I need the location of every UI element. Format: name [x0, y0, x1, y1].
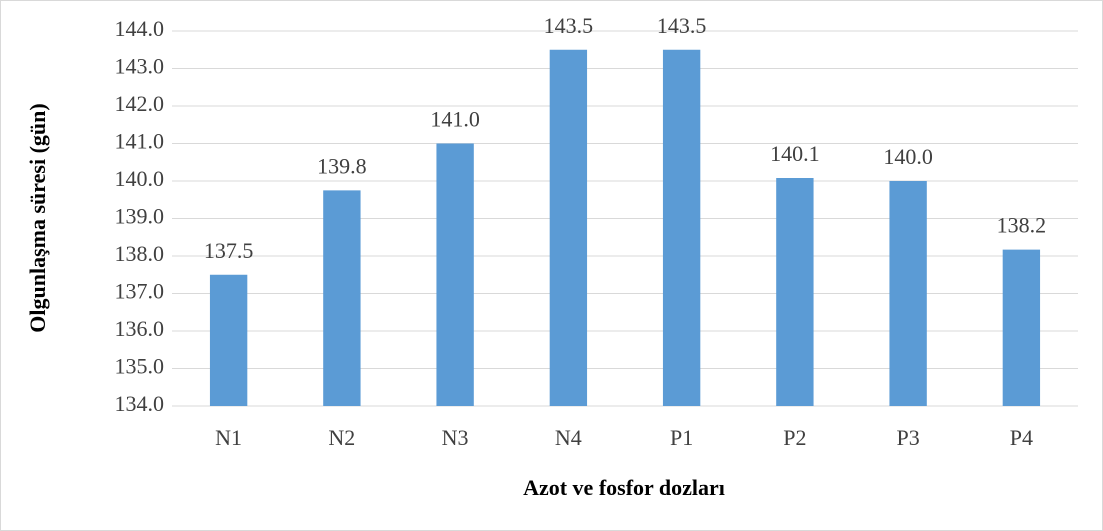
x-tick-label: P3 — [897, 425, 920, 450]
y-tick-label: 141.0 — [115, 129, 165, 154]
x-tick-label: N4 — [555, 425, 582, 450]
y-tick-label: 144.0 — [115, 16, 165, 41]
bar — [323, 190, 361, 406]
bar — [1002, 249, 1041, 406]
data-label: 141.0 — [430, 107, 480, 132]
data-label: 139.8 — [317, 153, 367, 178]
bar — [549, 49, 588, 406]
data-label: 138.2 — [997, 213, 1047, 238]
data-label: 140.1 — [770, 141, 820, 166]
y-tick-label: 142.0 — [115, 91, 165, 116]
bar — [662, 49, 701, 406]
data-label: 143.5 — [544, 13, 594, 38]
y-tick-label: 139.0 — [115, 204, 165, 229]
data-label: 140.0 — [883, 144, 933, 169]
y-axis-title: Olgunlaşma süresi (gün) — [25, 103, 50, 332]
data-label: 143.5 — [657, 13, 707, 38]
x-tick-label: P1 — [670, 425, 693, 450]
y-tick-label: 137.0 — [115, 279, 165, 304]
bar — [436, 143, 474, 406]
y-tick-label: 136.0 — [115, 316, 165, 341]
y-tick-label: 143.0 — [115, 54, 165, 79]
bar — [776, 178, 814, 406]
bar — [889, 181, 927, 406]
x-tick-label: P2 — [783, 425, 806, 450]
x-tick-label: N3 — [442, 425, 469, 450]
y-tick-label: 138.0 — [115, 241, 165, 266]
bar — [209, 274, 248, 406]
x-tick-label: N2 — [328, 425, 355, 450]
x-tick-label: P4 — [1010, 425, 1033, 450]
data-label: 137.5 — [204, 238, 254, 263]
y-tick-label: 135.0 — [115, 354, 165, 379]
x-tick-label: N1 — [215, 425, 242, 450]
y-tick-label: 140.0 — [115, 166, 165, 191]
x-axis-title: Azot ve fosfor dozları — [523, 475, 725, 500]
y-tick-label: 134.0 — [115, 391, 165, 416]
